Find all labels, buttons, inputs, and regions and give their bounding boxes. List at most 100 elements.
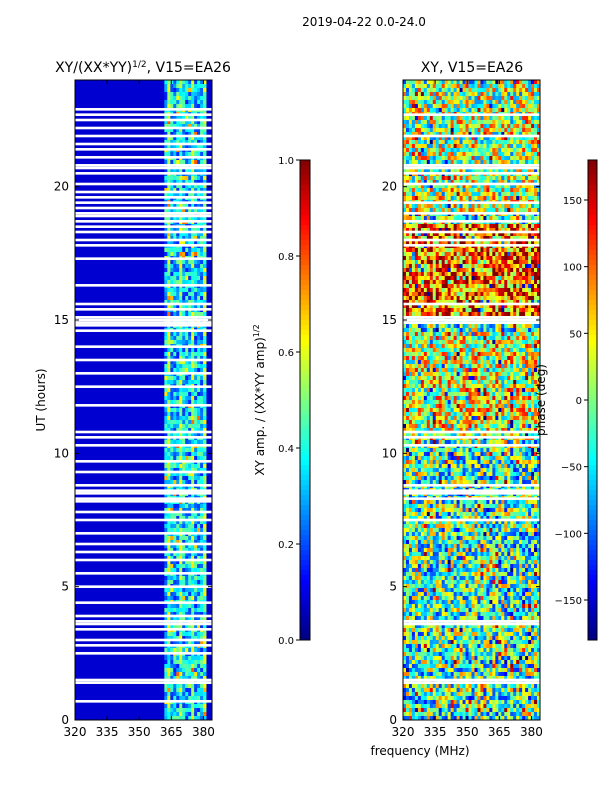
heatmap-cell: [417, 132, 422, 137]
heatmap-cell: [179, 232, 183, 237]
heatmap-cell: [519, 288, 523, 293]
heatmap-cell: [492, 272, 496, 277]
heatmap-cell: [179, 356, 183, 361]
amplitude-colorbar-frame: [299, 159, 311, 641]
amplitude-colorbar-ticks: 0.00.20.40.60.81.0: [278, 156, 300, 647]
heatmap-cell: [465, 100, 469, 105]
heatmap-cell: [531, 88, 535, 93]
heatmap-cell: [203, 648, 207, 653]
heatmap-cell: [200, 612, 204, 617]
heatmap-cell: [450, 104, 455, 109]
heatmap-cell: [534, 156, 538, 161]
heatmap-cell: [182, 704, 186, 709]
heatmap-cell: [513, 144, 517, 149]
heatmap-cell: [188, 204, 192, 209]
heatmap-cell: [453, 140, 458, 145]
heatmap-cell: [182, 176, 186, 181]
heatmap-cell: [173, 684, 177, 689]
heatmap-cell: [188, 176, 192, 181]
heatmap-cell: [197, 672, 201, 677]
heatmap-cell: [203, 588, 207, 593]
flagged-row: [75, 126, 212, 130]
heatmap-cell: [182, 456, 186, 461]
heatmap-cell: [420, 96, 425, 101]
heatmap-cell: [191, 604, 195, 609]
heatmap-cell: [483, 296, 487, 301]
heatmap-cell: [164, 192, 168, 197]
heatmap-cell: [203, 368, 207, 373]
heatmap-cell: [194, 296, 198, 301]
heatmap-cell: [420, 152, 425, 157]
heatmap-cell: [522, 88, 526, 93]
heatmap-cell: [185, 504, 189, 509]
heatmap-cell: [507, 104, 511, 109]
heatmap-cell: [185, 132, 189, 137]
heatmap-cell: [167, 548, 171, 553]
heatmap-cell: [185, 252, 189, 257]
heatmap-cell: [403, 268, 407, 273]
heatmap-cell: [450, 276, 455, 281]
heatmap-cell: [176, 688, 180, 693]
heatmap-cell: [176, 452, 180, 457]
heatmap-cell: [197, 208, 201, 213]
heatmap-cell: [459, 128, 463, 133]
heatmap-cell: [435, 236, 440, 241]
heatmap-cell: [182, 636, 186, 641]
heatmap-cell: [194, 288, 198, 293]
heatmap-cell: [182, 632, 186, 637]
heatmap-cell: [522, 168, 526, 173]
heatmap-cell: [173, 576, 177, 581]
heatmap-cell: [200, 360, 204, 365]
heatmap-cell: [191, 96, 195, 101]
heatmap-cell: [528, 276, 532, 281]
flagged-row: [75, 638, 212, 642]
heatmap-cell: [468, 100, 472, 105]
heatmap-cell: [170, 456, 174, 461]
heatmap-cell: [474, 92, 478, 97]
heatmap-cell: [423, 276, 428, 281]
heatmap-cell: [513, 268, 517, 273]
heatmap-cell: [194, 588, 198, 593]
heatmap-cell: [173, 192, 177, 197]
heatmap-cell: [516, 168, 520, 173]
heatmap-cell: [522, 240, 526, 245]
heatmap-cell: [504, 260, 508, 265]
heatmap-cell: [516, 256, 520, 261]
heatmap-cell: [429, 116, 434, 121]
heatmap-cell: [516, 96, 520, 101]
heatmap-cell: [173, 124, 177, 129]
heatmap-cell: [176, 124, 180, 129]
heatmap-cell: [411, 224, 416, 229]
heatmap-cell: [203, 248, 207, 253]
heatmap-cell: [510, 268, 514, 273]
heatmap-cell: [197, 104, 201, 109]
heatmap-cell: [516, 208, 520, 213]
heatmap-cell: [182, 448, 186, 453]
heatmap-cell: [498, 228, 502, 233]
heatmap-cell: [185, 716, 189, 721]
heatmap-cell: [170, 392, 174, 397]
heatmap-cell: [468, 196, 472, 201]
colorbar-step: [300, 195, 310, 201]
heatmap-cell: [403, 80, 407, 85]
heatmap-cell: [534, 124, 538, 129]
heatmap-cell: [492, 108, 496, 113]
heatmap-cell: [429, 108, 434, 113]
heatmap-cell: [441, 156, 446, 161]
heatmap-cell: [405, 168, 410, 173]
heatmap-cell: [522, 128, 526, 133]
heatmap-cell: [534, 188, 538, 193]
heatmap-cell: [432, 296, 437, 301]
heatmap-cell: [510, 292, 514, 297]
heatmap-cell: [480, 268, 484, 273]
heatmap-cell: [191, 368, 195, 373]
heatmap-cell: [504, 228, 508, 233]
heatmap-cell: [510, 280, 514, 285]
heatmap-cell: [191, 124, 195, 129]
heatmap-cell: [188, 236, 192, 241]
heatmap-cell: [164, 376, 168, 381]
heatmap-cell: [203, 676, 207, 681]
heatmap-cell: [450, 204, 455, 209]
heatmap-cell: [200, 104, 204, 109]
heatmap-cell: [185, 188, 189, 193]
